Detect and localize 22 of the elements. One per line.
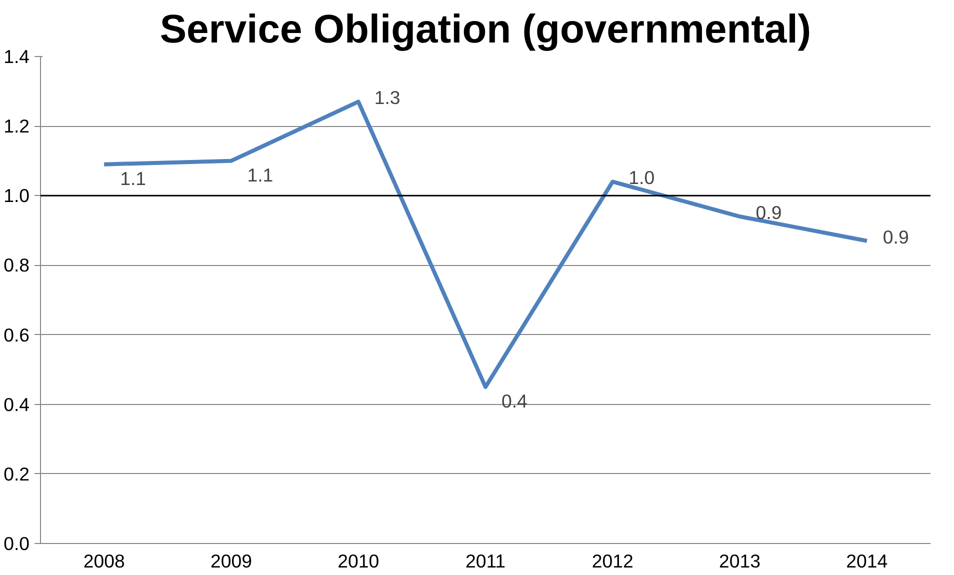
- x-tick-label: 2012: [592, 550, 634, 572]
- x-tick-label: 2013: [719, 550, 761, 572]
- data-label: 0.9: [882, 226, 909, 248]
- y-tick-label: 0.6: [4, 324, 30, 346]
- y-tick-label: 1.2: [4, 116, 30, 137]
- x-tick-label: 2011: [465, 550, 506, 572]
- y-tick-label: 0.8: [4, 254, 30, 276]
- chart-title: Service Obligation (governmental): [160, 8, 812, 52]
- x-tick-label: 2009: [210, 550, 252, 572]
- data-label: 1.1: [247, 164, 274, 186]
- data-label: 1.0: [628, 167, 655, 188]
- x-tick-label: 2008: [83, 550, 125, 572]
- data-label: 0.9: [756, 202, 782, 224]
- x-tick-label: 2014: [846, 550, 888, 572]
- y-tick-label: 0.2: [4, 463, 30, 484]
- data-label: 1.1: [120, 168, 146, 189]
- x-tick-label: 2010: [338, 550, 380, 572]
- y-tick-label: 1.0: [4, 185, 30, 206]
- y-tick-label: 0.0: [4, 533, 30, 554]
- data-label: 1.3: [374, 87, 400, 108]
- y-tick-label: 1.4: [4, 46, 30, 67]
- y-tick-label: 0.4: [4, 394, 30, 415]
